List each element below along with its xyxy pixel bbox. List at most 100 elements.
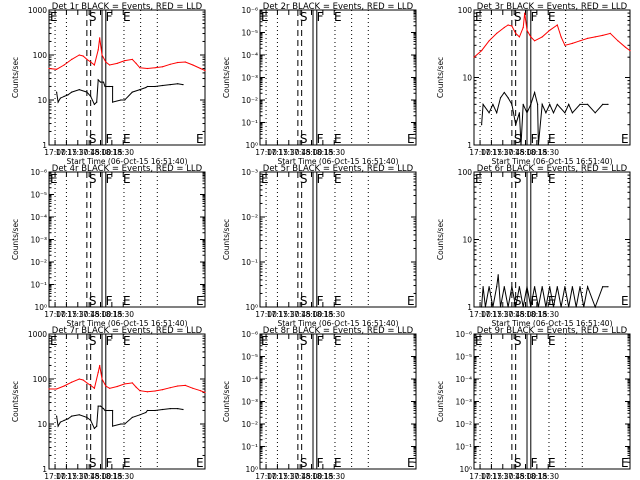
y-tick-label: 10⁰ — [245, 303, 258, 312]
panel-title: Det 7r BLACK = Events, RED = LLD — [52, 326, 203, 336]
series-point — [57, 101, 59, 103]
series-point — [86, 91, 88, 93]
series-point — [515, 306, 517, 308]
series-point — [124, 423, 126, 425]
marker-label-S: S — [300, 132, 308, 146]
panel-title: Det 4r BLACK = Events, RED = LLD — [52, 164, 203, 174]
edge-label: E — [196, 456, 204, 470]
y-tick-label: 10⁻² — [241, 213, 258, 222]
x-tick-label: 18:00 — [301, 148, 323, 157]
series-point — [63, 419, 65, 421]
x-tick-label: 17:00 — [255, 148, 277, 157]
series-point — [48, 67, 50, 70]
series-point — [602, 34, 604, 37]
x-tick-label: 18:15 — [526, 472, 548, 480]
series-point — [594, 36, 596, 38]
series-point — [145, 86, 147, 89]
series-point — [146, 409, 148, 412]
series-point — [131, 416, 133, 418]
series-point — [484, 306, 486, 308]
x-tick-label: 18:15 — [526, 310, 548, 319]
panel-1: Det 1r BLACK = Events, RED = LLD 1 10 100 10… — [11, 2, 206, 166]
series-point — [503, 286, 505, 288]
edge-label: E — [196, 294, 204, 308]
edge-label: E — [621, 456, 629, 470]
edge-label: E — [407, 294, 415, 308]
y-tick-label: 10⁻¹ — [455, 443, 472, 452]
series-point — [177, 408, 179, 410]
panel-title: Det 5r BLACK = Events, RED = LLD — [263, 164, 414, 174]
y-tick-label: 10⁰ — [245, 141, 258, 150]
marker-label-E: E — [123, 456, 131, 470]
y-tick-label: 10⁻² — [455, 420, 472, 429]
panel-title: Det 2r BLACK = Events, RED = LLD — [263, 2, 414, 12]
series-point — [184, 61, 186, 63]
marker-label-S: S — [89, 294, 97, 308]
x-tick-label: 18:00 — [515, 148, 537, 157]
y-tick-label: 10 — [462, 74, 472, 83]
y-tick-label: 10⁰ — [34, 303, 47, 312]
series-point — [492, 103, 494, 105]
x-axis-label: Start Time (06-Oct-15 16:51:40) — [277, 157, 398, 166]
marker-label-S: S — [514, 294, 522, 308]
y-axis-label: Counts/sec — [11, 381, 20, 422]
series-point — [564, 286, 566, 288]
marker-label-F: F — [106, 172, 113, 186]
y-tick-label: 10⁻¹ — [241, 119, 258, 128]
plot-frame — [259, 171, 417, 308]
marker-label-E: E — [548, 294, 556, 308]
series-point — [496, 286, 498, 288]
series-point — [515, 32, 517, 35]
marker-label-E: E — [334, 334, 342, 348]
series-point — [503, 26, 505, 29]
marker-label-F: F — [531, 10, 538, 24]
series-point — [145, 411, 147, 414]
series-point — [162, 389, 164, 391]
plot-frame — [48, 171, 206, 308]
series-point — [617, 40, 619, 42]
panel-title: Det 9r BLACK = Events, RED = LLD — [477, 326, 628, 336]
series-point — [587, 286, 589, 288]
series-point — [579, 286, 581, 288]
plot-frame — [473, 9, 631, 146]
series-point — [99, 81, 102, 83]
series-point — [112, 425, 114, 427]
y-axis-label: Counts/sec — [222, 57, 231, 98]
x-tick-label: 17:30 — [492, 472, 514, 480]
y-tick-label: 10⁻² — [241, 420, 258, 429]
x-tick-label: 17:30 — [67, 148, 89, 157]
series-point — [473, 56, 475, 58]
x-tick-label: 17:30 — [492, 310, 514, 319]
marker-label-F: F — [106, 294, 113, 308]
edge-label: E — [261, 172, 269, 186]
series-point — [564, 112, 566, 114]
x-tick-label: 17:15 — [56, 472, 78, 480]
series-point — [503, 91, 505, 94]
y-tick-label: 10⁻³ — [241, 398, 258, 407]
y-axis-label: Counts/sec — [436, 57, 445, 98]
series-point — [575, 306, 577, 308]
series-point — [101, 54, 103, 56]
plot-frame — [259, 333, 417, 470]
series-point — [481, 124, 483, 126]
panel-3: Det 3r BLACK = Events, RED = LLD 1 10 100 17… — [436, 2, 631, 166]
series-point — [78, 54, 80, 56]
series-point — [112, 85, 114, 88]
series-point — [107, 85, 109, 88]
series-line-2 — [56, 78, 184, 106]
series-point — [541, 36, 543, 38]
x-tick-label: 18:15 — [101, 310, 123, 319]
x-axis-label: Start Time (06-Oct-15 16:51:40) — [66, 319, 187, 328]
edge-label: E — [261, 334, 269, 348]
plot-frame — [259, 9, 417, 146]
series-point — [199, 390, 202, 392]
edge-label: E — [407, 456, 415, 470]
x-tick-label: 17:15 — [267, 310, 289, 319]
x-tick-label: 17:45 — [78, 472, 100, 480]
x-tick-label: 18:00 — [515, 472, 537, 480]
series-point — [90, 95, 92, 97]
y-tick-label: 10⁻⁴ — [455, 375, 472, 384]
series-point — [522, 306, 524, 308]
series-point — [96, 425, 98, 427]
marker-label-S: S — [514, 334, 522, 348]
